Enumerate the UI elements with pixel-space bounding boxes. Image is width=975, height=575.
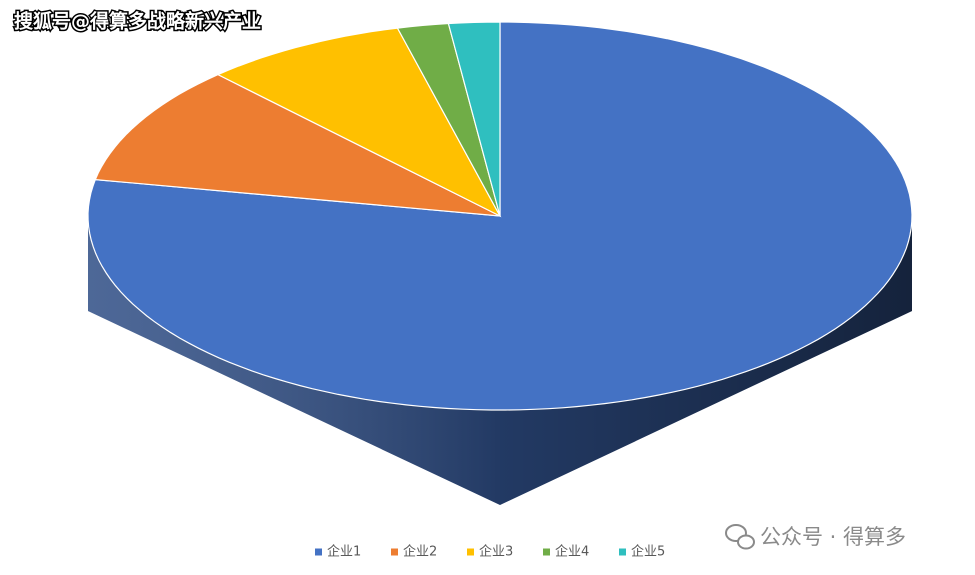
legend: 企业1 企业2 企业3 企业4 企业5 <box>315 544 665 560</box>
legend-label: 企业3 <box>479 544 513 560</box>
legend-label: 企业2 <box>403 544 437 560</box>
pie <box>87 21 913 505</box>
legend-label: 企业1 <box>327 544 361 560</box>
legend-label: 企业5 <box>631 544 665 560</box>
source-watermark: 公众号 · 得算多 <box>760 525 906 549</box>
legend-swatch <box>543 548 550 556</box>
pie-side-shade <box>88 216 912 505</box>
legend-swatch <box>315 548 322 556</box>
pie-slice <box>216 27 502 218</box>
legend-swatch <box>467 548 474 556</box>
pie-slice <box>94 73 501 217</box>
wechat-icon <box>725 524 755 550</box>
watermark: 搜狐号@得算多战略新兴产业 <box>14 10 261 33</box>
legend-label: 企业4 <box>555 544 589 560</box>
legend-swatch <box>619 548 626 556</box>
legend-swatch <box>391 548 398 556</box>
pie-slice <box>447 21 501 217</box>
